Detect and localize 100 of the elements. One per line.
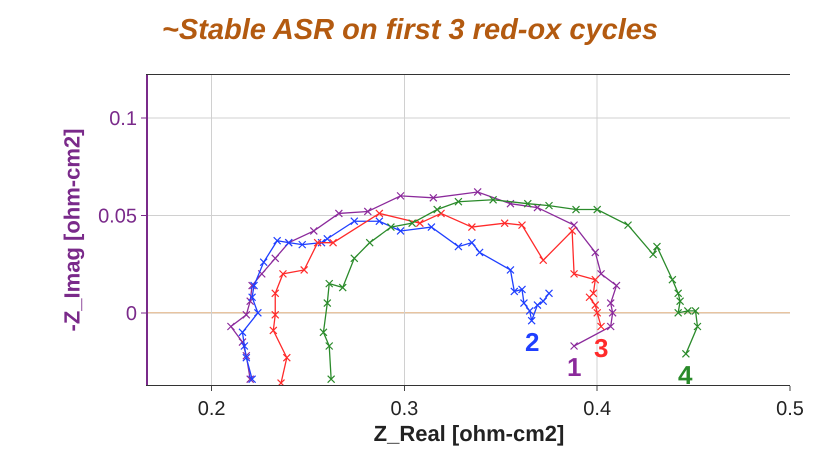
point bbox=[524, 200, 532, 208]
point bbox=[476, 248, 484, 257]
y-tick-label: 0.05 bbox=[98, 205, 137, 228]
point bbox=[520, 299, 528, 308]
point bbox=[226, 322, 235, 331]
point bbox=[570, 270, 578, 278]
point bbox=[591, 300, 600, 310]
point bbox=[649, 250, 658, 258]
point bbox=[596, 270, 606, 278]
point bbox=[539, 256, 548, 264]
point bbox=[271, 310, 280, 319]
point bbox=[533, 300, 542, 310]
point bbox=[238, 338, 247, 346]
point bbox=[593, 308, 602, 317]
point bbox=[429, 194, 438, 202]
point bbox=[608, 308, 617, 317]
point bbox=[454, 198, 462, 206]
point bbox=[533, 203, 542, 212]
point bbox=[278, 270, 288, 278]
point bbox=[323, 234, 332, 243]
y-tick-label: 0 bbox=[126, 302, 137, 325]
series-label: 3 bbox=[594, 333, 608, 363]
point bbox=[238, 328, 247, 336]
x-tick-label: 0.4 bbox=[583, 398, 612, 420]
point bbox=[338, 283, 347, 292]
point bbox=[518, 221, 526, 230]
point bbox=[568, 226, 576, 236]
point bbox=[282, 354, 291, 362]
point bbox=[468, 222, 476, 232]
point bbox=[276, 378, 286, 385]
point bbox=[314, 238, 322, 247]
point bbox=[248, 293, 256, 302]
point bbox=[468, 238, 476, 247]
point bbox=[572, 205, 580, 214]
point bbox=[323, 299, 332, 308]
point bbox=[454, 242, 462, 251]
point bbox=[596, 322, 606, 331]
point bbox=[544, 202, 554, 210]
point bbox=[240, 342, 248, 350]
point bbox=[506, 200, 515, 208]
point bbox=[319, 328, 328, 336]
point bbox=[544, 289, 554, 298]
point bbox=[682, 350, 690, 358]
point bbox=[273, 236, 282, 245]
point bbox=[674, 289, 682, 298]
point bbox=[254, 308, 262, 317]
point bbox=[676, 297, 684, 306]
point bbox=[260, 258, 268, 266]
point bbox=[242, 310, 250, 319]
point bbox=[269, 326, 278, 335]
point bbox=[506, 266, 515, 274]
point bbox=[325, 342, 334, 350]
point bbox=[693, 322, 702, 331]
point bbox=[246, 297, 254, 306]
point bbox=[526, 306, 534, 316]
point bbox=[433, 205, 442, 214]
chart-title: ~Stable ASR on first 3 red-ox cycles bbox=[162, 14, 658, 46]
point bbox=[674, 308, 682, 317]
point bbox=[300, 266, 308, 274]
point bbox=[271, 254, 280, 262]
point bbox=[474, 188, 482, 196]
point bbox=[271, 289, 280, 298]
x-axis-title: Z_Real [ohm-cm2] bbox=[374, 420, 564, 446]
point bbox=[668, 276, 676, 284]
point bbox=[375, 209, 384, 218]
series-label: 2 bbox=[525, 327, 540, 357]
x-tick-label: 0.2 bbox=[198, 398, 226, 420]
point bbox=[364, 207, 372, 216]
point bbox=[258, 270, 266, 278]
point bbox=[310, 226, 318, 236]
point bbox=[416, 219, 424, 228]
point bbox=[593, 205, 602, 214]
x-tick-label: 0.5 bbox=[776, 398, 804, 420]
point bbox=[612, 281, 621, 290]
point bbox=[570, 342, 578, 350]
point bbox=[334, 209, 343, 218]
point bbox=[652, 242, 662, 251]
point bbox=[396, 192, 405, 200]
y-axis-title: -Z_Imag [ohm-cm2] bbox=[59, 128, 84, 332]
point bbox=[408, 219, 416, 228]
point bbox=[500, 219, 509, 228]
point bbox=[528, 316, 536, 325]
point bbox=[489, 196, 498, 204]
series-label: 4 bbox=[678, 360, 693, 390]
point bbox=[539, 297, 548, 306]
point bbox=[375, 217, 384, 226]
point bbox=[591, 248, 600, 257]
point bbox=[591, 276, 600, 284]
point bbox=[589, 289, 598, 298]
point bbox=[366, 238, 374, 247]
point bbox=[325, 280, 334, 288]
point bbox=[427, 222, 436, 232]
point bbox=[396, 226, 405, 236]
point bbox=[606, 322, 615, 331]
point bbox=[386, 222, 396, 232]
point bbox=[585, 293, 594, 302]
point bbox=[350, 254, 358, 262]
y-tick-label: 0.1 bbox=[109, 108, 137, 130]
point bbox=[350, 217, 358, 226]
point bbox=[624, 221, 632, 230]
